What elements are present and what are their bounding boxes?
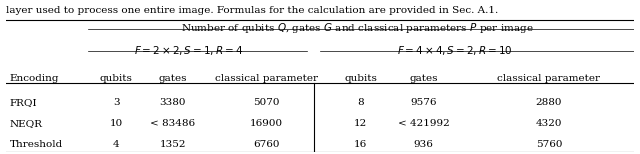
Text: < 83486: < 83486 — [150, 119, 195, 128]
Text: qubits: qubits — [100, 74, 132, 83]
Text: Encoding: Encoding — [10, 74, 59, 83]
Text: 936: 936 — [413, 140, 433, 149]
Text: 5760: 5760 — [536, 140, 562, 149]
Text: classical parameter: classical parameter — [497, 74, 600, 83]
Text: classical parameter: classical parameter — [215, 74, 318, 83]
Text: 3: 3 — [113, 98, 120, 107]
Text: Number of qubits $Q$, gates $G$ and classical parameters $P$ per image: Number of qubits $Q$, gates $G$ and clas… — [181, 21, 534, 35]
Text: FRQI: FRQI — [10, 98, 37, 107]
Text: 16: 16 — [354, 140, 367, 149]
Text: 2880: 2880 — [536, 98, 562, 107]
Text: 1352: 1352 — [159, 140, 186, 149]
Text: Threshold: Threshold — [10, 140, 63, 149]
Text: $F = 4 \times 4, S = 2, R = 10$: $F = 4 \times 4, S = 2, R = 10$ — [397, 44, 513, 57]
Text: 6760: 6760 — [253, 140, 280, 149]
Text: 4320: 4320 — [536, 119, 562, 128]
Text: gates: gates — [158, 74, 187, 83]
Text: 10: 10 — [109, 119, 123, 128]
Text: < 421992: < 421992 — [397, 119, 449, 128]
Text: 3380: 3380 — [159, 98, 186, 107]
Text: 8: 8 — [358, 98, 364, 107]
Text: layer used to process one entire image. Formulas for the calculation are provide: layer used to process one entire image. … — [6, 6, 499, 15]
Text: gates: gates — [409, 74, 438, 83]
Text: qubits: qubits — [344, 74, 377, 83]
Text: $F = 2 \times 2, S = 1, R = 4$: $F = 2 \times 2, S = 1, R = 4$ — [134, 44, 243, 57]
Text: 12: 12 — [354, 119, 367, 128]
Text: 9576: 9576 — [410, 98, 436, 107]
Text: NEQR: NEQR — [10, 119, 42, 128]
Text: 16900: 16900 — [250, 119, 284, 128]
Text: 4: 4 — [113, 140, 120, 149]
Text: 5070: 5070 — [253, 98, 280, 107]
